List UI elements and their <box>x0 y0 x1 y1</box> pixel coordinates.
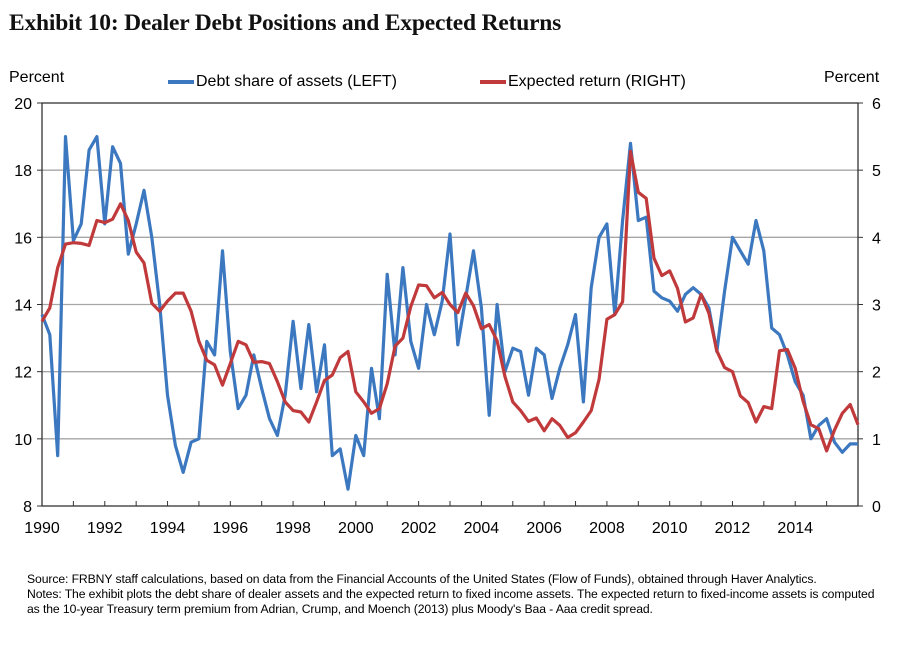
y-left-tick-label: 14 <box>14 298 32 315</box>
chart-footer: Source: FRBNY staff calculations, based … <box>27 572 877 617</box>
y-right-tick-label: 5 <box>872 163 881 180</box>
legend-swatch-expected-return <box>480 80 506 84</box>
legend-swatch-debt-share <box>168 80 194 84</box>
notes: Notes: The exhibit plots the debt share … <box>27 587 875 616</box>
legend-item-debt-share: Debt share of assets (LEFT) <box>168 73 397 91</box>
x-tick-label: 2008 <box>589 520 625 537</box>
x-tick-label: 2014 <box>777 520 813 537</box>
y-right-tick-label: 0 <box>872 499 881 516</box>
x-tick-label: 2010 <box>652 520 688 537</box>
y-right-tick-label: 6 <box>872 96 881 113</box>
y-left-tick-label: 10 <box>14 432 32 449</box>
y-left-tick-label: 16 <box>14 230 32 247</box>
y-right-tick-label: 4 <box>872 230 881 247</box>
x-tick-label: 1998 <box>275 520 311 537</box>
source-note: Source: FRBNY staff calculations, based … <box>27 572 817 586</box>
series-line-expected-return <box>40 149 860 453</box>
y-right-tick-label: 2 <box>872 365 881 382</box>
legend-item-expected-return: Expected return (RIGHT) <box>480 73 686 91</box>
x-tick-label: 2012 <box>715 520 751 537</box>
y-left-tick-label: 12 <box>14 365 32 382</box>
right-axis-unit-label: Percent <box>824 69 880 86</box>
x-tick-label: 2000 <box>338 520 374 537</box>
series-line-debt-share <box>40 135 858 491</box>
y-left-tick-label: 8 <box>23 499 32 516</box>
x-tick-label: 1994 <box>150 520 186 537</box>
y-right-tick-label: 1 <box>872 432 881 449</box>
x-tick-label: 2004 <box>464 520 500 537</box>
left-axis-unit-label: Percent <box>9 69 65 86</box>
x-tick-label: 2006 <box>526 520 562 537</box>
x-tick-label: 1992 <box>87 520 123 537</box>
legend-label-debt-share: Debt share of assets (LEFT) <box>196 73 397 90</box>
legend-label-expected-return: Expected return (RIGHT) <box>508 73 686 90</box>
x-tick-label: 2002 <box>401 520 437 537</box>
x-tick-label: 1990 <box>24 520 60 537</box>
y-right-tick-label: 3 <box>872 298 881 315</box>
chart-title: Exhibit 10: Dealer Debt Positions and Ex… <box>9 10 562 36</box>
y-left-tick-label: 20 <box>14 96 32 113</box>
y-left-tick-label: 18 <box>14 163 32 180</box>
x-tick-label: 1996 <box>213 520 249 537</box>
